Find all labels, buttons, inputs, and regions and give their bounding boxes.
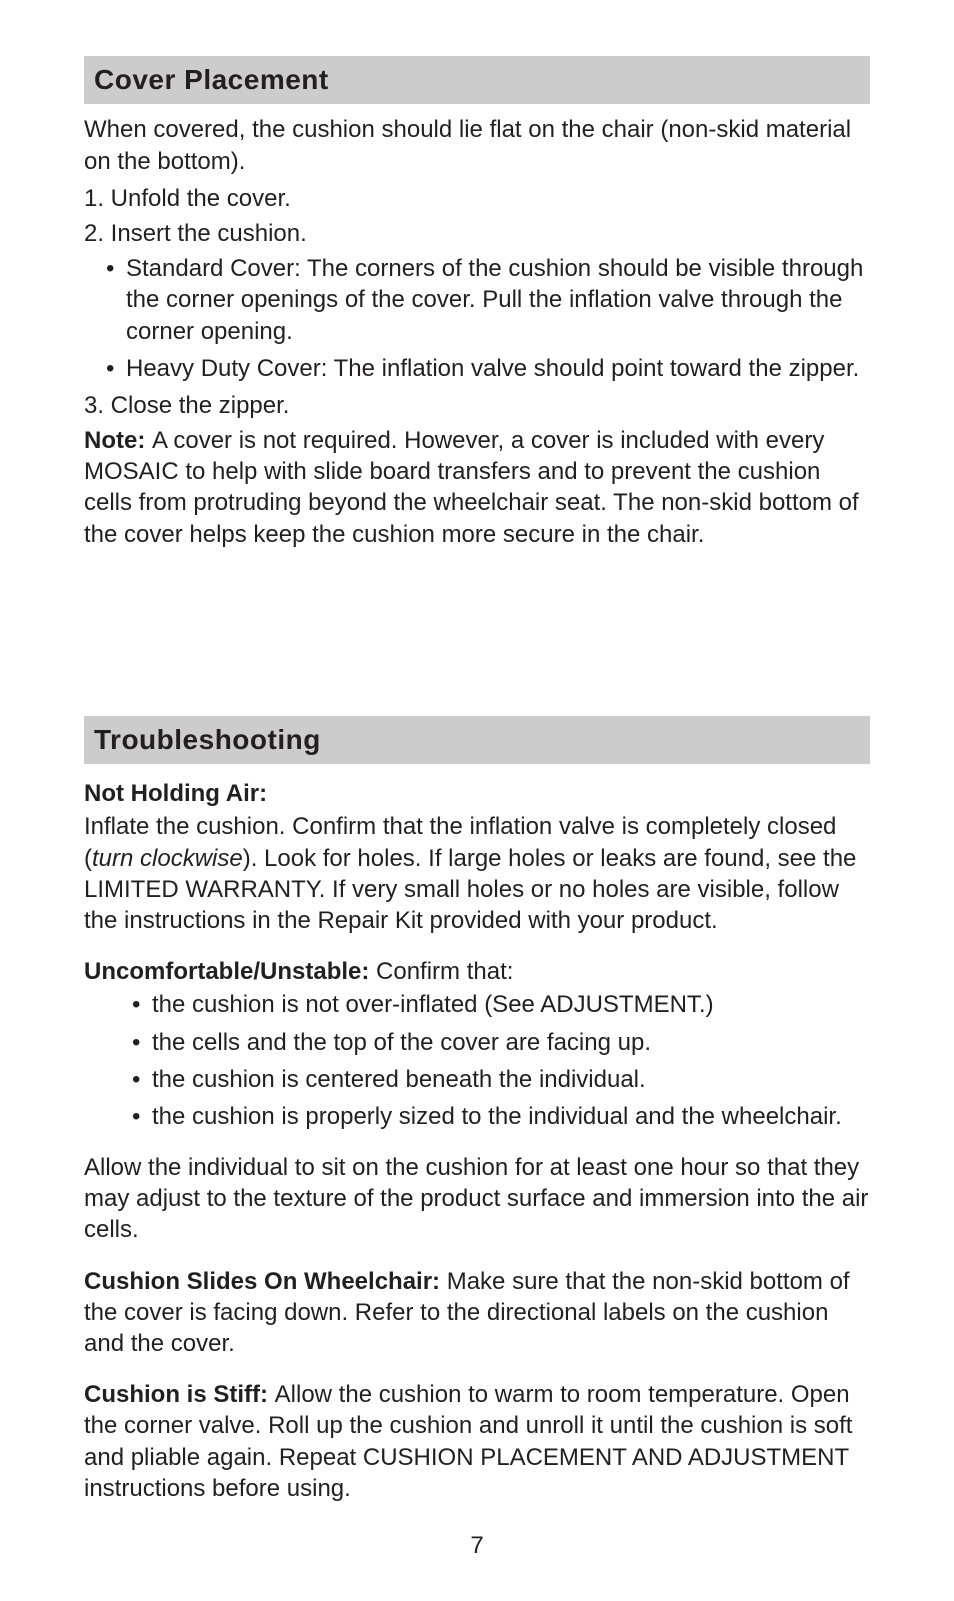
bullet-icon: • (132, 1064, 152, 1095)
not-holding-air-body: Inflate the cushion. Confirm that the in… (84, 811, 870, 936)
bullet-icon: • (132, 1027, 152, 1058)
page-content: Cover Placement When covered, the cushio… (0, 0, 954, 1601)
section-spacer (84, 556, 870, 716)
uncomfortable-bullet-text: the cushion is not over-inflated (See AD… (152, 989, 870, 1020)
slides-title: Cushion Slides On Wheelchair: (84, 1268, 447, 1295)
uncomfortable-bullet-text: the cells and the top of the cover are f… (152, 1027, 870, 1058)
subhead-uncomfortable: Uncomfortable/Unstable: Confirm that: (84, 956, 870, 987)
uncomfortable-bullet-text: the cushion is centered beneath the indi… (152, 1064, 870, 1095)
heading-cover-placement: Cover Placement (84, 56, 870, 104)
uncomfortable-after: Confirm that: (376, 958, 513, 985)
bullet-icon: • (106, 253, 126, 347)
bullet-icon: • (132, 1101, 152, 1132)
note-body: A cover is not required. However, a cove… (84, 427, 859, 548)
uncomfortable-title: Uncomfortable/Unstable: (84, 958, 376, 985)
uncomfortable-bullet: • the cushion is properly sized to the i… (84, 1101, 870, 1132)
uncomfortable-bullet: • the cushion is centered beneath the in… (84, 1064, 870, 1095)
stiff-title: Cushion is Stiff: (84, 1381, 275, 1408)
cover-step-3: 3. Close the zipper. (84, 390, 870, 421)
cover-step-2: 2. Insert the cushion. (84, 218, 870, 249)
uncomfortable-bullet-text: the cushion is properly sized to the ind… (152, 1101, 870, 1132)
slides-para: Cushion Slides On Wheelchair: Make sure … (84, 1266, 870, 1360)
cover-bullet-standard-text: Standard Cover: The corners of the cushi… (126, 253, 870, 347)
cover-step-1: 1. Unfold the cover. (84, 183, 870, 214)
cover-note: Note: A cover is not required. However, … (84, 425, 870, 550)
uncomfortable-bullet: • the cells and the top of the cover are… (84, 1027, 870, 1058)
bullet-icon: • (106, 353, 126, 384)
heading-troubleshooting: Troubleshooting (84, 716, 870, 764)
nha-italic: turn clockwise (92, 845, 243, 872)
bullet-icon: • (132, 989, 152, 1020)
cover-intro: When covered, the cushion should lie fla… (84, 114, 870, 176)
page-number: 7 (84, 1530, 870, 1561)
uncomfortable-followup: Allow the individual to sit on the cushi… (84, 1152, 870, 1246)
cover-bullet-heavy-text: Heavy Duty Cover: The inflation valve sh… (126, 353, 870, 384)
stiff-para: Cushion is Stiff: Allow the cushion to w… (84, 1379, 870, 1504)
cover-bullet-heavy: • Heavy Duty Cover: The inflation valve … (84, 353, 870, 384)
note-label: Note: (84, 427, 152, 454)
subhead-not-holding-air: Not Holding Air: (84, 778, 870, 809)
cover-bullet-standard: • Standard Cover: The corners of the cus… (84, 253, 870, 347)
uncomfortable-bullet: • the cushion is not over-inflated (See … (84, 989, 870, 1020)
